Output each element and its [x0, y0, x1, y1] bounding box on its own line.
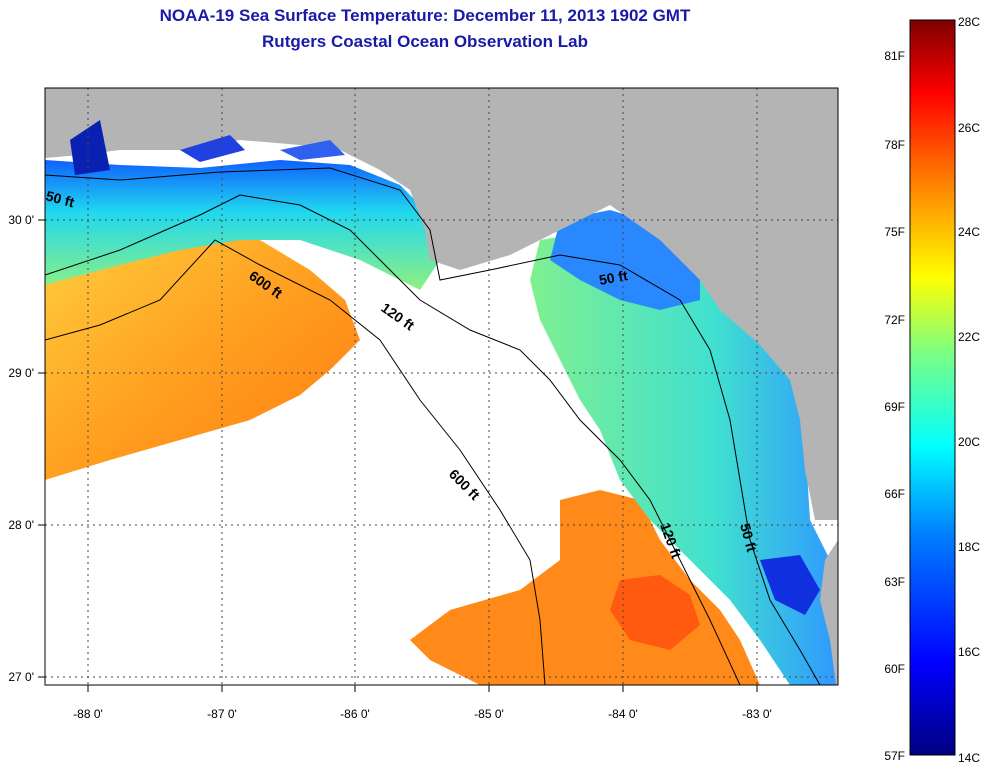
contour-120ft: [45, 194, 741, 685]
fahrenheit-label: 60F: [884, 662, 905, 676]
celsius-label: 16C: [958, 645, 980, 659]
lat-tick-label: 29 0': [8, 366, 34, 380]
lat-tick-label: 28 0': [8, 518, 34, 532]
fahrenheit-label: 57F: [884, 749, 905, 763]
lon-tick-label: -87 0': [207, 707, 237, 721]
map-subtitle: Rutgers Coastal Ocean Observation Lab: [262, 32, 588, 51]
map-image: 50 ft 600 ft 120 ft 600 ft 50 ft 120 ft …: [44, 88, 838, 685]
lat-tick-label: 27 0': [8, 670, 34, 684]
fahrenheit-label: 63F: [884, 575, 905, 589]
celsius-label: 24C: [958, 225, 980, 239]
land-peninsula: [820, 540, 838, 685]
lon-tick-label: -84 0': [608, 707, 638, 721]
fahrenheit-label: 66F: [884, 487, 905, 501]
lon-tick-label: -86 0': [340, 707, 370, 721]
fahrenheit-label: 75F: [884, 225, 905, 239]
map-frame: [44, 87, 839, 686]
axis-ticks: [38, 219, 758, 692]
contour-600ft: [45, 239, 546, 685]
warm-core-southeast: [610, 575, 700, 650]
lon-tick-label: -85 0': [474, 707, 504, 721]
celsius-label: 18C: [958, 540, 980, 554]
bathymetry-contours: [45, 167, 821, 685]
celsius-label: 26C: [958, 121, 980, 135]
land-north: [45, 88, 838, 520]
lon-tick-label: -83 0': [742, 707, 772, 721]
coastal-band-panhandle: [45, 160, 440, 290]
colorbar-c-labels: 28C 26C 24C 22C 20C 18C 16C 14C: [958, 15, 980, 765]
lat-tick-label: 30 0': [8, 213, 34, 227]
fahrenheit-label: 81F: [884, 49, 905, 63]
bay-east: [280, 140, 345, 160]
bay-west: [70, 120, 110, 175]
contour-label: 50 ft: [737, 522, 760, 554]
colorbar-f-labels: 81F 78F 75F 72F 69F 66F 63F 60F 57F: [884, 49, 905, 763]
contour-label: 50 ft: [44, 187, 76, 210]
map-title: NOAA-19 Sea Surface Temperature: Decembe…: [159, 6, 691, 25]
fahrenheit-label: 78F: [884, 138, 905, 152]
fahrenheit-label: 72F: [884, 313, 905, 327]
contour-50ft: [45, 167, 821, 685]
y-axis-labels: 27 0' 28 0' 29 0' 30 0': [8, 213, 34, 684]
contour-label: 50 ft: [598, 267, 629, 288]
lon-tick-label: -88 0': [73, 707, 103, 721]
celsius-label: 22C: [958, 330, 980, 344]
graticule: [45, 88, 838, 685]
bay-central: [180, 135, 245, 162]
cold-patch-coast: [760, 555, 820, 615]
celsius-label: 28C: [958, 15, 980, 29]
x-axis-labels: -88 0' -87 0' -86 0' -85 0' -84 0' -83 0…: [73, 707, 772, 721]
colorbar-gradient: [909, 19, 956, 756]
fahrenheit-label: 69F: [884, 400, 905, 414]
celsius-label: 14C: [958, 751, 980, 765]
warm-water-west: [45, 225, 360, 480]
celsius-label: 20C: [958, 435, 980, 449]
